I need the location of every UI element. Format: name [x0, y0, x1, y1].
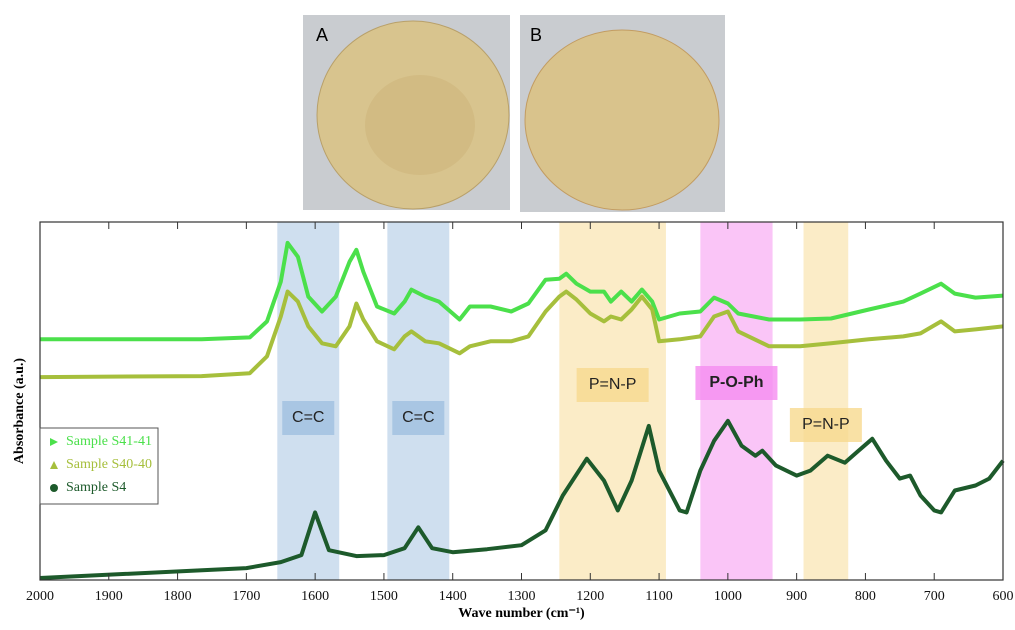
legend-marker [50, 461, 58, 469]
plot: C=C C=C P=N-P P-O-Ph P=N-P 2000 1900 1800 1700 16… [12, 221, 1014, 621]
x-tick-label: 1400 [439, 589, 467, 604]
photo-a: A [303, 15, 510, 210]
series-line [40, 240, 1004, 342]
x-tick-label: 1700 [232, 589, 260, 604]
highlight-band [700, 222, 773, 580]
annotation: P=N-P [802, 416, 850, 433]
x-tick-label: 700 [924, 589, 945, 604]
x-tick-label: 2000 [26, 589, 54, 604]
y-axis-label: Absorbance (a.u.) [12, 358, 27, 465]
annotation-box [789, 408, 862, 442]
legend-label: Sample S4 [66, 480, 126, 495]
x-tick-label: 800 [855, 589, 876, 604]
annotation-box [392, 401, 445, 435]
annotation: C=C [292, 409, 324, 426]
panel-label: B [530, 25, 542, 45]
annotation-box [282, 401, 335, 435]
x-tick-label: 1600 [301, 589, 329, 604]
legend-marker [50, 484, 58, 492]
legend-label: Sample S40-40 [66, 457, 152, 472]
annotation: C=C [402, 409, 434, 426]
series-line [39, 289, 1004, 380]
photo-b: B [520, 15, 725, 212]
x-tick-label: 1100 [645, 589, 672, 604]
annotation: P=N-P [589, 376, 637, 393]
legend-box [39, 427, 159, 505]
x-tick-label: 1000 [714, 589, 742, 604]
panel-label: A [316, 25, 328, 45]
legend-label: Sample S41-41 [66, 434, 152, 449]
x-tick-label: 1900 [95, 589, 123, 604]
x-tick-label: 1500 [370, 589, 398, 604]
annotation-box [695, 366, 778, 400]
x-tick-label: 1200 [576, 589, 604, 604]
annotation: P-O-Ph [709, 374, 763, 391]
x-tick-label: 1800 [164, 589, 192, 604]
x-tick-label: 1300 [508, 589, 536, 604]
x-tick-label: 900 [786, 589, 807, 604]
legend-marker [50, 438, 58, 446]
highlight-band [803, 222, 849, 580]
x-tick-label: 600 [993, 589, 1014, 604]
plot-frame [39, 221, 1004, 581]
series-line [39, 418, 1005, 580]
annotation-box [576, 368, 649, 402]
x-axis-label: Wave number (cm⁻¹) [458, 606, 585, 621]
